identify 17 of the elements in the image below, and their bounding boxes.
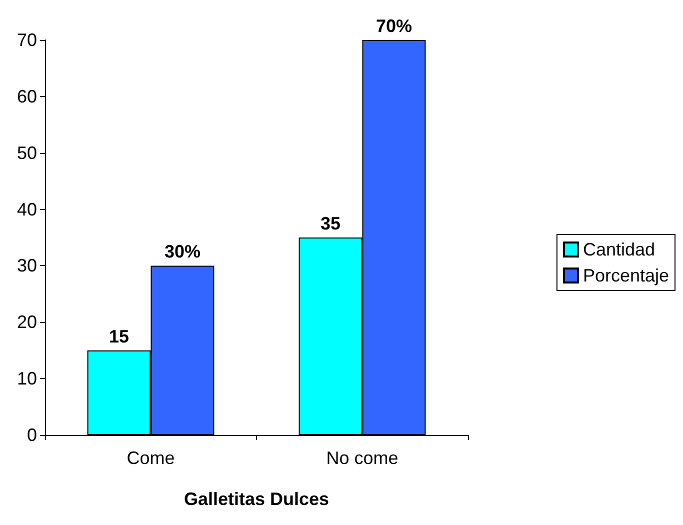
y-tick-label: 70: [16, 30, 37, 50]
y-tick-label: 20: [16, 312, 37, 332]
data-label: 15: [109, 326, 130, 346]
legend-label: Cantidad: [582, 240, 656, 260]
y-tick-label: 60: [16, 86, 37, 106]
x-tick-label: No come: [326, 448, 398, 468]
y-tick-label: 50: [16, 142, 37, 163]
data-label: 35: [320, 214, 341, 234]
x-axis-title: Galletitas Dulces: [184, 489, 330, 509]
y-tick-label: 10: [16, 368, 37, 389]
data-label: 70%: [376, 16, 412, 36]
legend-label: Porcentaje: [582, 266, 670, 286]
y-tick-label: 40: [16, 199, 37, 220]
y-tick-label: 30: [16, 256, 37, 276]
data-label: 30%: [164, 242, 200, 262]
y-tick-label: 0: [26, 425, 37, 445]
x-tick-label: Come: [126, 448, 175, 468]
